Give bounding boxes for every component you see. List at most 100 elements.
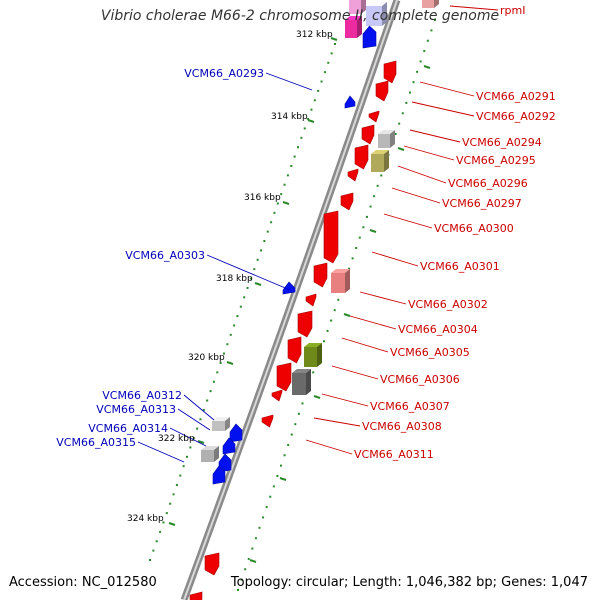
map-title: Vibrio cholerae M66-2 chromosome II, com… [100,8,500,24]
tick-dot [430,29,433,32]
cds-forward-arrow [354,144,369,170]
tick-dot [270,221,273,224]
leader-line [391,187,441,204]
leader-line [177,408,211,431]
tick-dot [251,547,254,550]
block-side [390,130,395,148]
tick-dot [373,195,376,198]
rna-block [345,16,362,38]
tick-dot [265,506,268,509]
tick-dot [419,60,422,63]
cds-reverse-arrow [282,281,296,295]
block-top [378,130,395,134]
tick-dot [290,433,293,436]
leader-line [449,5,499,11]
major-tick [254,282,262,286]
leader-line [305,439,353,455]
tick-dot [172,493,175,496]
tick-dot [416,70,419,73]
pseudo-block [304,343,322,367]
gene-label-forward: VCM66_A0291 [476,90,556,103]
major-tick [307,119,315,123]
tick-dot [223,352,225,355]
arrow-face [297,310,313,338]
tick-dot [186,455,188,458]
block-side [225,417,230,431]
tick-dot [326,329,329,332]
tick-dot [297,146,299,149]
tick-dot [408,91,411,94]
tick-dot [244,568,247,571]
tick-dot [322,340,325,343]
tick-dot [226,343,229,346]
tick-dot [269,495,272,498]
gene-label-forward: VCM66_A0306 [380,373,460,386]
major-tick [197,440,205,444]
gene-label-forward: VCM66_A0295 [456,154,536,167]
cds-forward-arrow [375,80,389,102]
arrow-face [368,110,380,123]
tick-dot [209,390,212,393]
block-face [378,134,390,148]
gene-label-forward: VCM66_A0311 [354,448,434,461]
tick-dot [317,89,320,92]
arrow-face [340,192,354,211]
block-side [434,0,439,8]
tick-dot [337,298,340,301]
tick-dot [287,443,290,446]
tick-dot [310,108,313,111]
gene-label-reverse: VCM66_A0313 [96,403,176,416]
tick-dot [405,101,408,104]
gene-label-reverse: VCM66_A0303 [125,249,205,262]
topology-text: Topology: circular; Length: 1,046,382 bp… [230,575,588,590]
tick-dot [236,315,239,318]
tick-dot [159,530,162,533]
gene-label-forward: VCM66_A0307 [370,400,450,413]
tick-dot [219,361,222,364]
block-top [304,343,322,347]
leader-line [411,101,475,117]
tick-dot [258,526,261,529]
tick-dot [256,258,259,261]
arrow-face [383,60,397,84]
pseudo-block [422,0,439,8]
leader-line [206,254,291,291]
tick-dot [206,399,209,402]
leader-line [371,251,419,267]
tick-dot [179,474,182,477]
leader-line [331,365,379,380]
tick-dot [233,324,236,327]
block-face [422,0,434,8]
block-side [361,0,366,14]
major-tick [226,361,234,365]
arrow-face [229,423,243,443]
tick-dot [247,557,250,560]
tick-dot [199,418,202,421]
tick-dot [369,205,372,208]
pseudo-block [292,369,311,395]
tick-dot [175,483,178,486]
arrow-face [323,210,339,264]
leader-line [321,393,369,407]
block-side [384,150,389,172]
tick-dot [327,61,330,64]
tick-dot [254,537,257,540]
tick-dot [229,333,232,336]
gene-label-forward: VCM66_A0308 [362,420,442,433]
block-top [345,16,362,20]
leader-line [359,291,407,305]
tick-dot [182,465,185,468]
tick-dot [398,122,401,125]
tick-dot [162,521,165,524]
tick-dot [272,485,275,488]
tick-dot [273,211,276,214]
tick-dot [202,408,205,411]
leader-line [341,337,389,353]
block-side [317,343,322,367]
block-face [331,273,345,293]
tick-dot [423,50,426,53]
pseudo-block [366,2,387,26]
kbp-label: 324 kbp [127,514,164,524]
backbone-highlight [183,0,398,600]
